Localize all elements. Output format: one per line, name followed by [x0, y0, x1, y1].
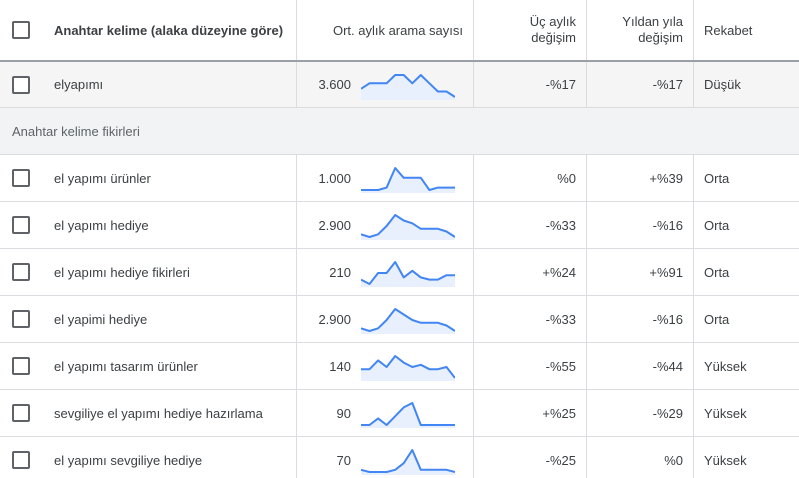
trend-sparkline[interactable] [361, 351, 455, 381]
keyword-ideas-group-label: Anahtar kelime fikirleri [0, 108, 799, 155]
volume-column-header[interactable]: Ort. aylık arama sayısı [296, 0, 474, 60]
trend-area [361, 450, 455, 475]
quarter-change-value: -%55 [474, 343, 587, 389]
trend-sparkline[interactable] [361, 445, 455, 475]
competition-column-header[interactable]: Rekabet [704, 22, 753, 38]
yoy-change-column-header[interactable]: Yıldan yıla değişim [587, 0, 694, 60]
quarter-change-value: -%17 [474, 62, 587, 107]
keyword-text: el yapımı hediye [54, 217, 149, 233]
quarter-change-value: +%25 [474, 390, 587, 436]
row-checkbox[interactable] [12, 75, 30, 94]
volume-value: 140 [329, 358, 351, 374]
volume-value: 210 [329, 264, 351, 280]
table-row: el yapimi hediye 2.900 -%33 -%16 Orta [0, 296, 799, 343]
volume-value: 3.600 [318, 77, 351, 92]
trend-line [361, 308, 455, 332]
table-row: el yapımı ürünler 1.000 %0 +%39 Orta [0, 155, 799, 202]
quarter-change-value: -%33 [474, 296, 587, 342]
volume-value: 90 [336, 405, 351, 421]
competition-value: Orta [704, 311, 730, 327]
table-row: sevgiliye el yapımı hediye hazırlama 90 … [0, 390, 799, 437]
keyword-text: el yapımı hediye fikirleri [54, 264, 190, 280]
trend-line [361, 167, 455, 191]
select-all-checkbox[interactable] [12, 21, 30, 39]
table-header: Anahtar kelime (alaka düzeyine göre) Ort… [0, 0, 799, 62]
quarter-change-value: %0 [474, 155, 587, 201]
yoy-change-value: -%17 [587, 62, 694, 107]
trend-area [361, 403, 455, 428]
competition-value: Yüksek [704, 405, 747, 421]
row-checkbox[interactable] [12, 169, 30, 187]
competition-value: Yüksek [704, 358, 747, 374]
trend-sparkline[interactable] [361, 163, 455, 193]
yoy-change-value: +%91 [587, 249, 694, 295]
table-row: el yapımı sevgiliye hediye 70 -%25 %0 Yü… [0, 437, 799, 478]
table-row: el yapımı hediye 2.900 -%33 -%16 Orta [0, 202, 799, 249]
keyword-text: el yapımı ürünler [54, 170, 151, 186]
trend-sparkline[interactable] [361, 257, 455, 287]
volume-value: 2.900 [318, 217, 351, 233]
trend-area [361, 74, 455, 100]
trend-sparkline[interactable] [361, 70, 455, 100]
trend-area [361, 309, 455, 334]
volume-value: 1.000 [318, 170, 351, 186]
quarter-change-value: -%25 [474, 437, 587, 478]
trend-line [361, 73, 455, 98]
row-checkbox[interactable] [12, 216, 30, 234]
trend-area [361, 168, 455, 193]
trend-line [361, 261, 455, 285]
yoy-change-value: +%39 [587, 155, 694, 201]
trend-area [361, 356, 455, 381]
trend-line [361, 355, 455, 379]
competition-value: Orta [704, 170, 730, 186]
yoy-change-value: -%29 [587, 390, 694, 436]
trend-line [361, 214, 455, 238]
seed-keyword-row: elyapımı 3.600 -%17 -%17 Düşük [0, 62, 799, 108]
table-row: el yapımı tasarım ürünler 140 -%55 -%44 … [0, 343, 799, 390]
yoy-change-value: %0 [587, 437, 694, 478]
yoy-change-value: -%16 [587, 202, 694, 248]
row-checkbox[interactable] [12, 357, 30, 375]
competition-value: Düşük [704, 77, 741, 92]
quarter-change-value: -%33 [474, 202, 587, 248]
quarter-change-value: +%24 [474, 249, 587, 295]
keyword-text: elyapımı [54, 77, 104, 92]
keyword-text: sevgiliye el yapımı hediye hazırlama [54, 405, 263, 421]
row-checkbox[interactable] [12, 263, 30, 281]
volume-value: 2.900 [318, 311, 351, 327]
keyword-text: el yapimi hediye [54, 311, 148, 327]
trend-line [361, 402, 455, 426]
keyword-column-header[interactable]: Anahtar kelime (alaka düzeyine göre) [54, 22, 284, 38]
competition-value: Orta [704, 264, 730, 280]
trend-line [361, 449, 455, 473]
trend-area [361, 215, 455, 240]
competition-value: Yüksek [704, 452, 747, 468]
table-row: el yapımı hediye fikirleri 210 +%24 +%91… [0, 249, 799, 296]
volume-value: 70 [336, 452, 351, 468]
row-checkbox[interactable] [12, 404, 30, 422]
keyword-text: el yapımı sevgiliye hediye [54, 452, 203, 468]
row-checkbox[interactable] [12, 310, 30, 328]
row-checkbox[interactable] [12, 451, 30, 469]
competition-value: Orta [704, 217, 730, 233]
yoy-change-value: -%44 [587, 343, 694, 389]
yoy-change-value: -%16 [587, 296, 694, 342]
quarter-change-column-header[interactable]: Üç aylık değişim [474, 0, 587, 60]
trend-sparkline[interactable] [361, 304, 455, 334]
keyword-text: el yapımı tasarım ürünler [54, 358, 198, 374]
trend-sparkline[interactable] [361, 210, 455, 240]
trend-sparkline[interactable] [361, 398, 455, 428]
